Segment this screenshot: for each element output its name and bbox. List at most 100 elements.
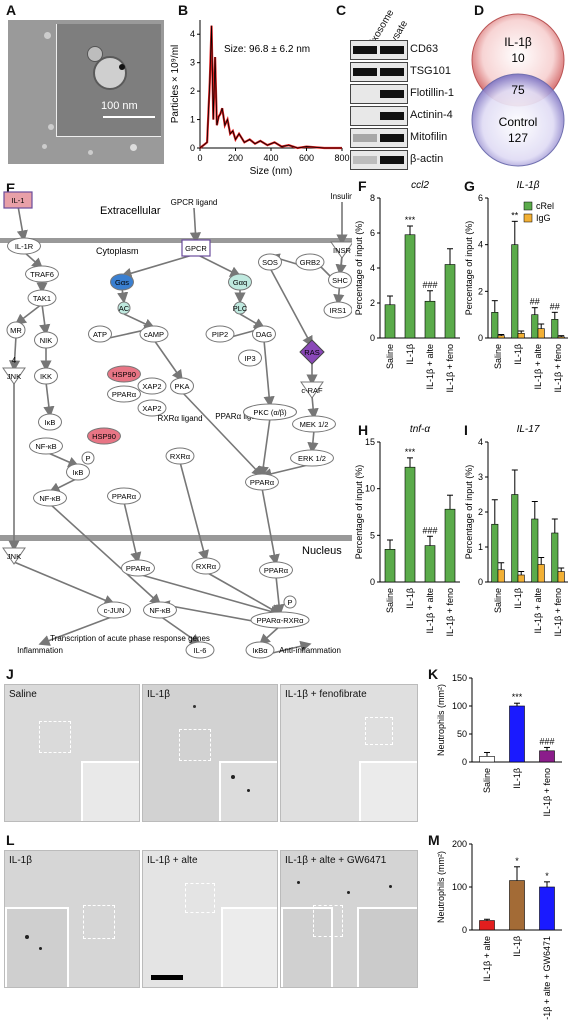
pathway-label-dag: DAG (256, 330, 272, 339)
venn-overlap-count: 75 (511, 83, 525, 97)
pathway-edge (14, 303, 43, 325)
legend-label: cRel (536, 201, 554, 211)
blot-band-exosome (353, 156, 377, 164)
y-tick-label: 3 (478, 472, 483, 482)
pathway-node-gas (110, 273, 134, 291)
pathway-node-irs1 (323, 301, 352, 319)
venn-top-label: IL-1β (504, 35, 532, 49)
pathway-node-mr (6, 321, 26, 339)
pathway-edge (205, 571, 282, 615)
pathway-edge (269, 267, 313, 348)
bar (384, 549, 396, 583)
pathway-node-jnk1 (2, 367, 26, 385)
x-tick-label: IL-1β (405, 588, 415, 609)
x-tick-label: Saline (385, 344, 395, 369)
pathway-node-shc (328, 271, 352, 289)
y-tick-label: 2 (370, 298, 375, 308)
pathway-node-ppara2 (245, 473, 279, 491)
pathway-node-pparrxr (250, 611, 310, 629)
pathway-node-nfkb3 (143, 601, 177, 619)
pathway-node-ppara4 (121, 559, 155, 577)
pathway-label-ras: RAS (304, 348, 319, 357)
x-tick-label: 200 (228, 153, 243, 163)
blot-band-lysate (380, 134, 404, 142)
bar (384, 304, 396, 339)
blot-band-row (350, 40, 408, 60)
pathway-label-mek: MEK 1/2 (300, 420, 329, 429)
chart-k-neutrophils: 0 50 100 150 Neutrophils (mm²) Saline *** IL-1β… (436, 673, 562, 816)
y-tick-label: 50 (457, 729, 467, 739)
y-tick-label: 0 (478, 577, 483, 587)
chart-m-neutrophils: 0 100 200 Neutrophils (mm²) IL-1β + alte * IL-… (436, 839, 562, 1020)
y-tick-label: 200 (452, 839, 467, 849)
pathway-label-mr: MR (10, 326, 22, 335)
pathway-edge (13, 561, 116, 606)
micrograph-title: IL-1β + alte + GW6471 (285, 855, 387, 866)
pathway-node-nfkb2 (33, 489, 67, 507)
pathway-label-pip2: PIP2 (212, 330, 228, 339)
pathway-node-ikk (34, 367, 58, 385)
pathway-node-ikb2 (66, 463, 90, 481)
blot-band-lysate (380, 90, 404, 98)
micrograph-title: IL-1β + fenofibrate (285, 689, 367, 700)
bar (551, 319, 559, 339)
y-tick-label: 2 (478, 507, 483, 517)
pathway-node-rxr1 (165, 447, 195, 465)
pathway-label-grb2: GRB2 (300, 258, 320, 267)
y-axis-label: Percentage of input (%) (354, 465, 364, 560)
pathway-label-hsp90a: HSP90 (112, 370, 136, 379)
micrograph-il1b-fenofibrate: IL-1β + fenofibrate (280, 684, 418, 822)
pathway-edge (123, 501, 142, 564)
pathway-node-jnk2 (2, 547, 26, 565)
y-tick-label: 4 (478, 240, 483, 250)
pathway-node-gpcr (181, 239, 211, 257)
pathway-label-tak1: TAK1 (33, 294, 51, 303)
y-tick-label: 100 (452, 701, 467, 711)
panel-label-l: L (6, 832, 15, 848)
x-tick-label: IL-1β + alte (533, 344, 543, 389)
pathway-label-cjun: c-JUN (104, 606, 125, 615)
pathway-node-erk (290, 449, 334, 467)
y-axis-label: Percentage of input (%) (354, 221, 364, 316)
bar (444, 508, 456, 583)
panel-label-c: C (336, 2, 347, 18)
micrograph-l-il1b: IL-1β (4, 850, 140, 988)
x-tick-label: IL-1β (512, 936, 522, 957)
y-tick-label: 2 (190, 86, 195, 96)
scale-bar (151, 975, 183, 980)
significance-mark: ## (550, 301, 560, 311)
series-line-mean (199, 25, 342, 149)
pathway-label-ikb: IκB (45, 418, 56, 427)
significance-mark: *** (405, 215, 416, 225)
blot-row-label: Actinin-4 (410, 109, 453, 121)
x-tick-label: IL-1β + feno (445, 344, 455, 392)
pathway-edge (23, 251, 44, 270)
pathway-edge (39, 303, 51, 336)
bar (497, 569, 505, 583)
pathway-node-nfkb (29, 437, 63, 455)
micrograph-title: IL-1β + alte (147, 855, 198, 866)
pathway-label-pparligand: PPARα ligand (215, 412, 264, 421)
chart-f-ccl2: 0 2 4 6 8 ccl2 Percentage of input (%) Saline **… (354, 180, 460, 392)
pathway-node-ac (117, 301, 131, 315)
chart-title: IL-1β (517, 180, 540, 191)
panel-label-b: B (178, 2, 189, 18)
chart-title: IL-17 (517, 424, 540, 435)
pathway-node-atp (88, 325, 112, 343)
pathway-label-shc: SHC (332, 276, 348, 285)
y-tick-label: 8 (370, 193, 375, 203)
y-axis-label: Neutrophils (mm²) (436, 851, 446, 923)
pathway-edge (137, 573, 282, 617)
pathway-edge (8, 335, 21, 372)
pathway-edge (263, 339, 275, 408)
bar (557, 571, 565, 583)
extracellular-label: Extracellular (100, 205, 161, 217)
panel-label-h: H (358, 422, 369, 438)
y-axis-label: Particles × 10⁹/ml (170, 45, 181, 123)
pathway-edge (45, 451, 80, 468)
pathway-node-ikba (245, 641, 275, 659)
significance-mark: * (515, 856, 519, 866)
pathway-label-ppara5: PPARα (264, 566, 289, 575)
pathway-edge (16, 205, 28, 242)
pathway-label-jnk1: JNK (7, 372, 21, 381)
